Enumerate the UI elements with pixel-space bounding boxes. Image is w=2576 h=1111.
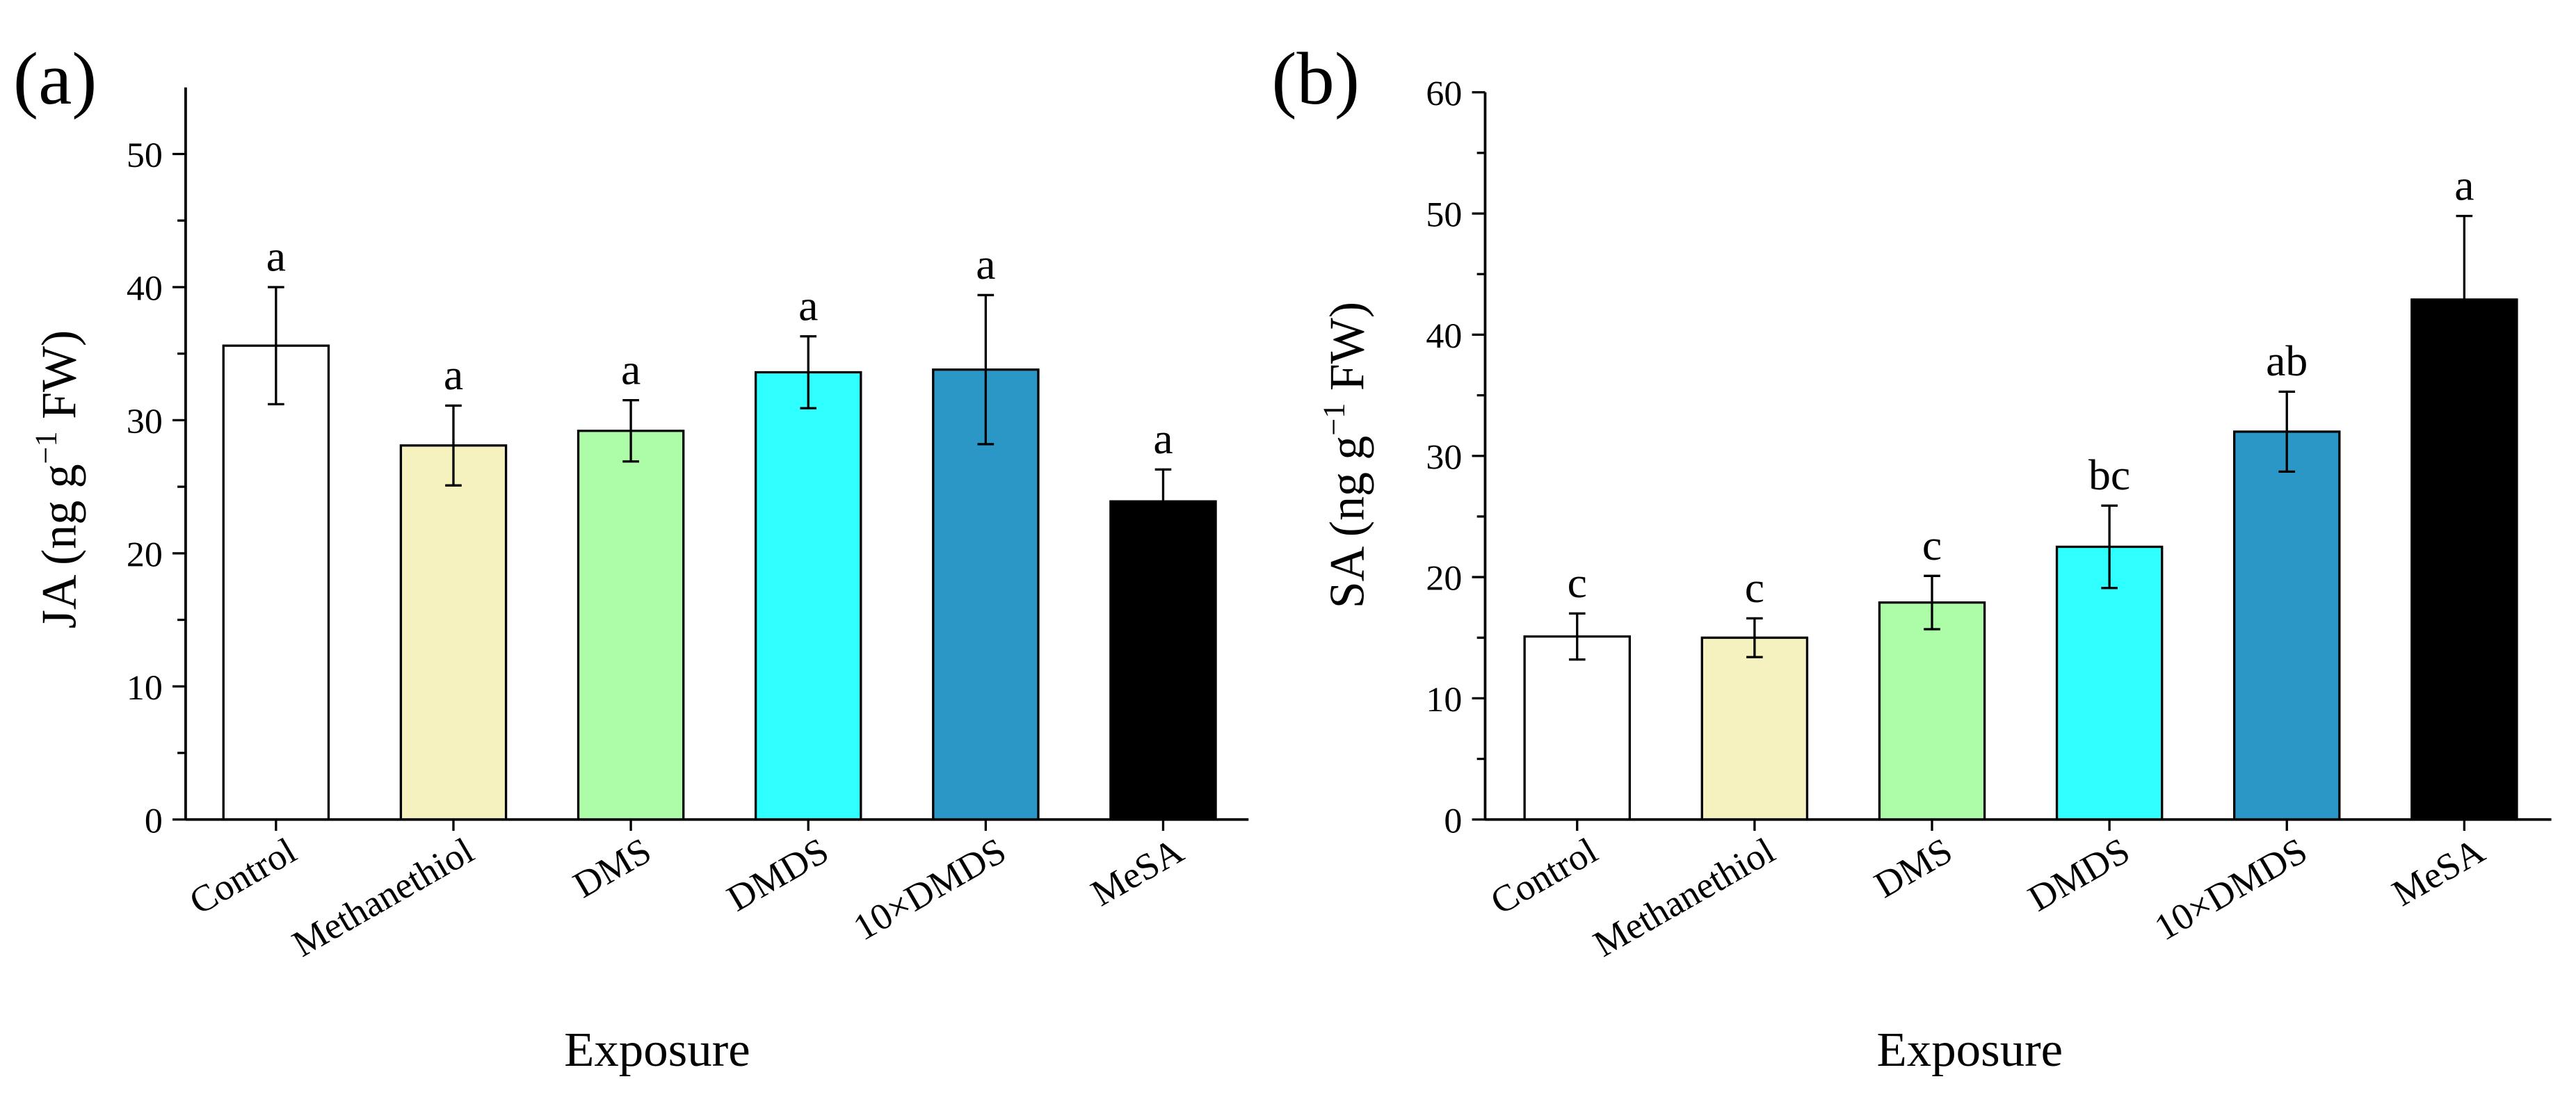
category-label: DMS [1867, 829, 1959, 906]
y-tick-label: 30 [1426, 438, 1462, 478]
bar [1700, 636, 1809, 821]
category-label: DMDS [720, 829, 835, 919]
y-tick-label: 10 [127, 668, 163, 708]
category-label: Control [182, 829, 303, 922]
bar [1523, 635, 1632, 821]
significance-letter: a [621, 346, 641, 394]
y-axis-title-b: SA (ng g−1 FW) [1316, 302, 1375, 608]
y-tick-label: 20 [127, 535, 163, 575]
y-tick-label: 40 [127, 269, 163, 309]
significance-letter: a [444, 350, 463, 399]
bar [754, 371, 862, 821]
y-axis-title-b-main: SA (ng g [1320, 436, 1375, 608]
significance-letter: c [1568, 558, 1587, 607]
significance-letter: a [976, 241, 995, 289]
panel-label-a: (a) [13, 38, 97, 120]
y-tick-label: 20 [1426, 559, 1462, 599]
category-label: 10×DMDS [2148, 829, 2315, 948]
y-axis-title-a-main: JA (ng g [32, 464, 87, 629]
bar [2055, 545, 2164, 821]
bar [222, 344, 330, 821]
category-label: Control [1483, 829, 1604, 922]
significance-letters-a: a a a a a a [266, 232, 1173, 463]
significance-letter: a [2454, 161, 2474, 210]
y-axis-title-b-end: FW) [1320, 302, 1375, 403]
error-bars-b [1568, 214, 2473, 661]
significance-letter: a [1153, 414, 1173, 463]
y-axis-title-a-end: FW) [32, 330, 87, 432]
significance-letters-b: c c c bc ab a [1568, 161, 2474, 612]
bar [399, 444, 508, 821]
y-axis-title-a-sup: −1 [28, 431, 63, 464]
category-label: Methanethiol [1586, 829, 1782, 964]
bar [2232, 430, 2341, 821]
bars-b [1523, 298, 2518, 821]
significance-letter: c [1745, 563, 1764, 612]
y-tick-label: 30 [127, 402, 163, 441]
significance-letter: a [798, 282, 818, 330]
category-label: Methanethiol [285, 829, 481, 964]
error-bars-a [268, 286, 1172, 535]
y-axis-title-b-sup: −1 [1316, 403, 1351, 436]
x-axis-title-a: Exposure [564, 1023, 750, 1076]
y-axis-title-a: JA (ng g−1 FW) [28, 330, 87, 629]
bar [2410, 298, 2518, 821]
x-axis-title-b: Exposure [1877, 1023, 2063, 1076]
y-tick-label: 0 [1444, 802, 1462, 841]
category-label: DMDS [2021, 829, 2136, 919]
y-tick-label: 40 [1426, 316, 1462, 356]
bar [577, 430, 685, 821]
y-axis-ticks-a: 0 10 20 30 40 50 [127, 136, 186, 841]
category-label: MeSA [1084, 829, 1191, 914]
category-label: 10×DMDS [846, 829, 1013, 948]
bars-a [222, 344, 1217, 821]
y-tick-label: 60 [1426, 74, 1462, 114]
panel-b: (b) SA (ng g−1 FW) Exposure 0 10 20 30 40 50 6… [1271, 38, 2552, 1077]
panel-a: (a) JA (ng g−1 FW) Exposure 01020304050 … [13, 38, 1249, 1077]
y-tick-label: 50 [1426, 195, 1462, 235]
category-label: DMS [566, 829, 658, 906]
significance-letter: ab [2266, 336, 2308, 385]
y-tick-label: 10 [1426, 680, 1462, 720]
significance-letter: c [1922, 521, 1942, 569]
significance-letter: a [266, 232, 286, 281]
bar [1109, 500, 1217, 821]
category-label: MeSA [2385, 829, 2491, 914]
y-tick-label: 0 [145, 802, 163, 841]
significance-letter: bc [2088, 451, 2130, 499]
bar [1878, 601, 1986, 821]
panel-label-b: (b) [1271, 38, 1360, 120]
y-tick-label: 50 [127, 136, 163, 175]
y-axis-ticks-b: 0 10 20 30 40 50 60 [1426, 74, 1486, 841]
